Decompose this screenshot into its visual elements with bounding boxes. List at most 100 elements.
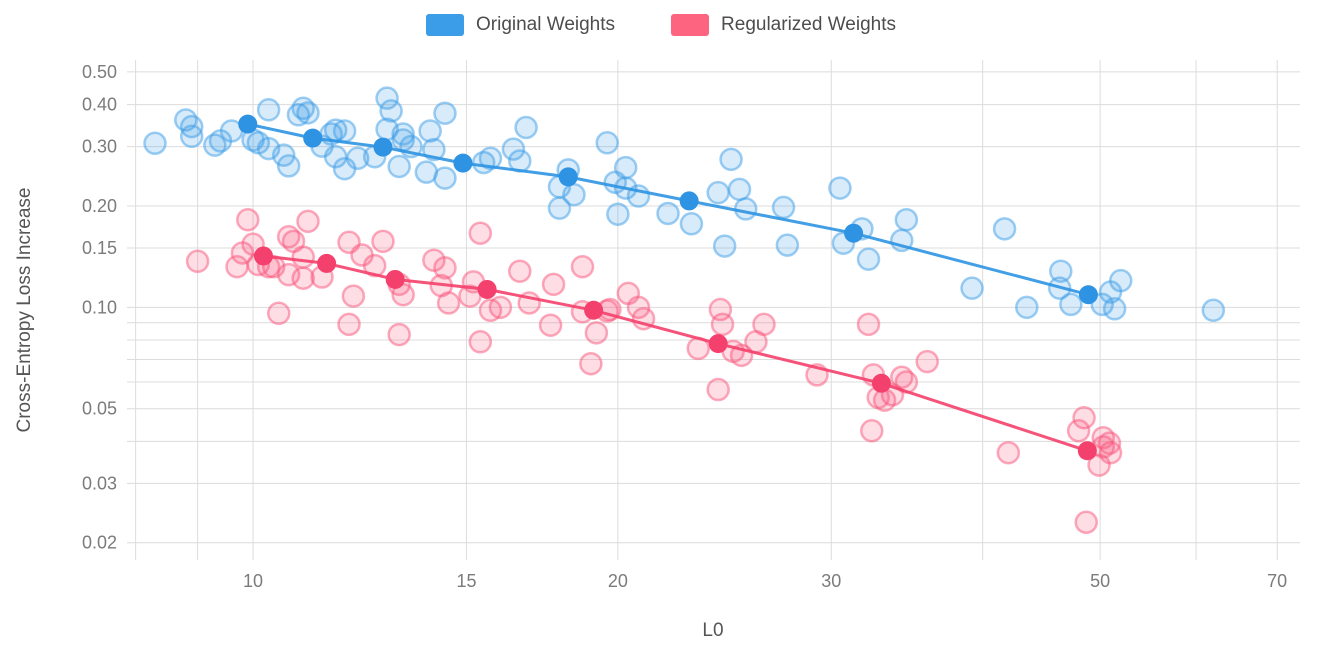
scatter-point [856, 312, 881, 337]
scatter-point [960, 276, 984, 300]
scatter-point [771, 195, 796, 220]
scatter-point [706, 180, 730, 205]
scatter-point [296, 209, 320, 234]
y-tick-label: 0.30 [82, 137, 117, 157]
scatter-point [1066, 419, 1091, 443]
y-tick-label: 0.05 [82, 399, 117, 419]
scatter-point [996, 440, 1021, 465]
trend-point [253, 246, 273, 266]
trend-line [262, 254, 1089, 453]
scatter-point [143, 131, 167, 156]
scatter-point [547, 196, 572, 220]
scatter-point [992, 217, 1017, 241]
legend-item-original[interactable]: Original Weights [425, 14, 616, 36]
scatter-point [332, 119, 357, 143]
y-tick-label: 0.02 [82, 533, 117, 553]
series-regularized-trend [253, 246, 1097, 461]
scatter-point [1015, 295, 1039, 320]
scatter-point [478, 146, 503, 171]
scatter-point [501, 137, 526, 161]
scatter-point [538, 313, 563, 337]
scatter-point [514, 115, 538, 140]
scatter-point [775, 233, 800, 257]
scatter-point [468, 221, 493, 245]
scatter-point [291, 266, 315, 290]
y-tick-label: 0.20 [82, 196, 117, 216]
trend-point [871, 373, 891, 393]
trend-point [1078, 285, 1098, 305]
scatter-point [387, 322, 411, 347]
scatter-point [706, 377, 730, 402]
scatter-point [266, 301, 291, 326]
scatter-point [337, 312, 361, 337]
scatter-point [433, 256, 457, 280]
scatter-point [613, 155, 638, 180]
trend-point [238, 114, 258, 134]
scatter-point [185, 249, 210, 274]
scatter-point [418, 119, 442, 143]
trend-point [453, 153, 473, 173]
trend-point [844, 223, 864, 243]
trend-point [317, 253, 337, 273]
scatter-point [727, 177, 752, 202]
scatter-point [719, 147, 743, 172]
scatter-point [710, 312, 735, 337]
trend-point [708, 334, 728, 354]
scatter-point [296, 101, 320, 125]
scatter-point [570, 254, 595, 279]
scatter-point [626, 295, 651, 320]
scatter-point [656, 201, 680, 226]
scatter-point [341, 284, 366, 308]
scatter-point [562, 182, 586, 207]
scatter-point [468, 330, 493, 354]
legend-item-regularized[interactable]: Regularized Weights [671, 14, 896, 36]
scatter-point [291, 245, 315, 269]
scatter-point [584, 321, 609, 345]
scatter-point [345, 146, 370, 171]
series-layer [143, 86, 1226, 535]
scatter-point [371, 229, 395, 254]
trend-point [385, 269, 405, 289]
legend-label: Original Weights [475, 14, 616, 35]
x-tick-label: 50 [1090, 571, 1110, 591]
scatter-point [391, 122, 415, 146]
x-tick-label: 70 [1267, 571, 1287, 591]
scatter-point [595, 131, 619, 155]
scatter-point [433, 101, 457, 125]
scatter-point [828, 176, 852, 200]
scatter-point [856, 247, 881, 271]
trend-point [584, 300, 604, 320]
scatter-point [860, 419, 884, 443]
scatter-point [1059, 292, 1083, 317]
x-tick-label: 20 [608, 571, 628, 591]
y-tick-label: 0.03 [82, 473, 117, 493]
scatter-point [733, 197, 758, 221]
legend-label: Regularized Weights [721, 14, 897, 35]
scatter-point [606, 202, 630, 226]
y-axis-title: Cross-Entropy Loss Increase [14, 188, 35, 433]
scatter-point [579, 351, 603, 376]
scatter-point [179, 124, 204, 149]
scatter-point [1201, 298, 1226, 323]
scatter-point [433, 166, 457, 190]
x-tick-label: 15 [456, 571, 476, 591]
scatter-point [1074, 510, 1098, 535]
scatter-point [541, 272, 566, 297]
trend-point [679, 191, 699, 211]
x-tick-label: 30 [821, 571, 841, 591]
scatter-point [276, 154, 301, 178]
y-tick-label: 0.50 [82, 62, 117, 82]
scatter-point [752, 312, 776, 337]
scatter-point [375, 86, 399, 110]
trend-point [558, 167, 578, 187]
y-tick-label: 0.40 [82, 95, 117, 115]
scatter-point [436, 291, 461, 315]
scatter-point [679, 212, 704, 236]
scatter-point [1102, 297, 1127, 321]
trend-point [373, 137, 393, 157]
scatter-point [508, 259, 532, 283]
scatter-point [1072, 405, 1096, 430]
legend: Original Weights Regularized Weights [425, 14, 896, 36]
